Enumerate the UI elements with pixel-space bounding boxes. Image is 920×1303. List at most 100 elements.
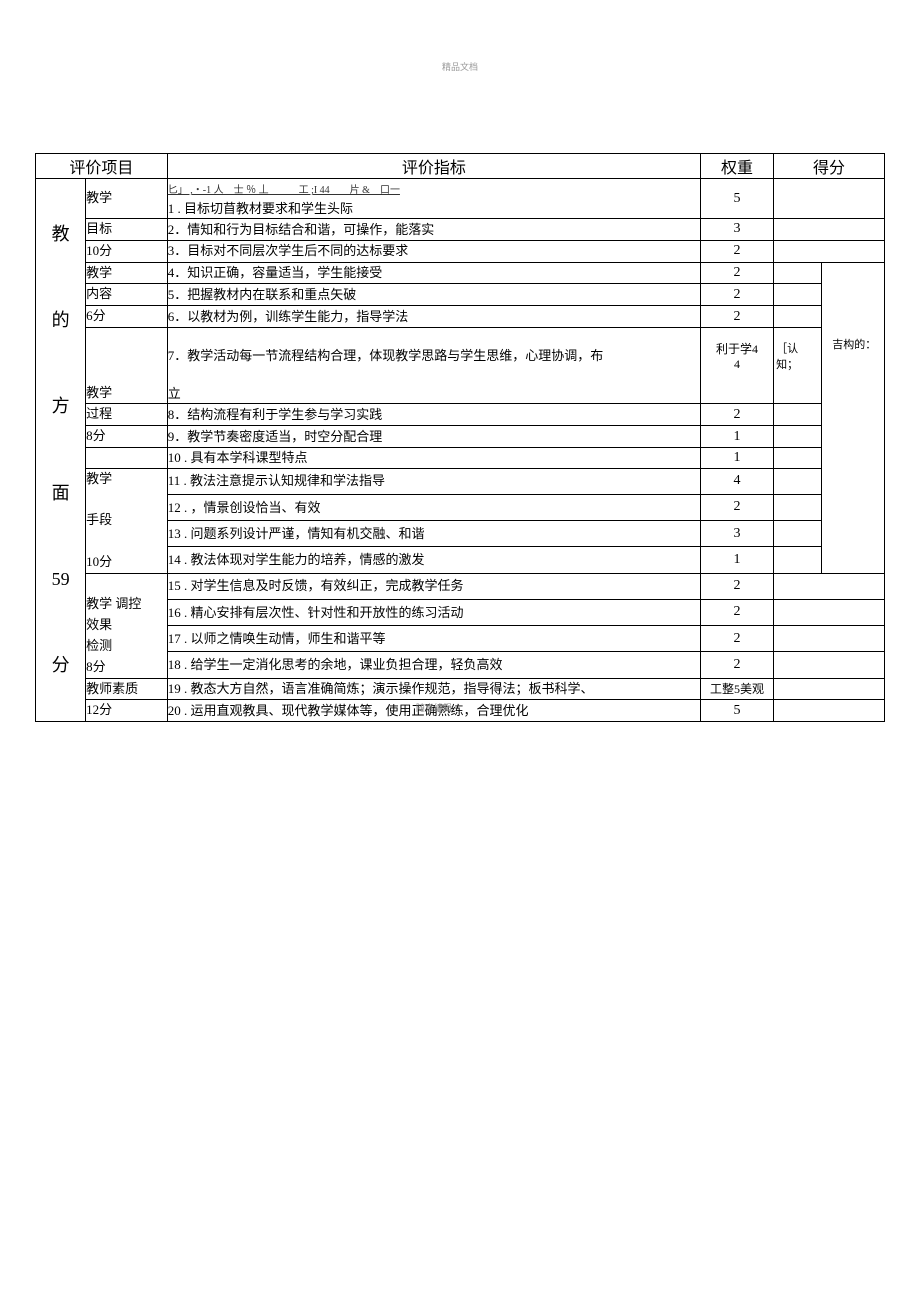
- indicator-cell: 10 . 具有本学科课型特点: [167, 448, 700, 469]
- subcat-line: 8分: [86, 657, 167, 678]
- score-note: ［认 知；: [776, 343, 798, 371]
- indicator-cell: 12 . ，情景创设恰当、有效: [167, 494, 700, 520]
- score-cell: [774, 284, 822, 306]
- weight-cell: 2: [700, 306, 773, 328]
- score-cell: [774, 384, 822, 404]
- score-cell: [774, 700, 885, 722]
- table-row: 10分 3．目标对不同层次学生后不同的达标要求 2: [36, 240, 885, 262]
- table-row: 教学 4．知识正确，容量适当，学生能接受 2: [36, 262, 885, 284]
- score-cell: [774, 426, 822, 448]
- table-row: 过程 8．结构流程有利于学生参与学习实践 2: [36, 404, 885, 426]
- footer-watermark: 随意编辑: [168, 702, 700, 716]
- subcat-cell: 目标: [86, 219, 168, 241]
- main-cat-l5: 59: [36, 558, 85, 601]
- score-cell: [774, 494, 822, 520]
- table-row: 10 . 具有本学科课型特点 1: [36, 448, 885, 469]
- indicator-cell: 15 . 对学生信息及时反馈，有效纠正，完成教学任务: [167, 573, 700, 599]
- indicator-cell: 11 . 教法注意提示认知规律和学法指导: [167, 468, 700, 494]
- subcat-cell: 8分: [86, 426, 168, 448]
- score-cell: [774, 599, 885, 625]
- weight-cell: 3: [700, 219, 773, 241]
- table-row: 12分 20 . 运用直观教具、现代教学媒体等，使用正确熟练，合理优化 随意编辑…: [36, 700, 885, 722]
- main-category-cell: 教 的 方 面 59 分: [36, 179, 86, 722]
- main-cat-l4: 面: [36, 472, 85, 515]
- weight-cell: 2: [700, 262, 773, 284]
- weight-cell: 5: [700, 179, 773, 219]
- score-cell: [774, 240, 885, 262]
- header-indicator: 评价指标: [167, 154, 700, 179]
- subcat-line: 手段: [86, 510, 167, 531]
- table-row: 6分 6．以教材为例，训练学生能力，指导学法 2: [36, 306, 885, 328]
- score-cell: [774, 404, 822, 426]
- weight-cell: 1: [700, 426, 773, 448]
- weight-cell: 1: [700, 448, 773, 469]
- indicator-cell: 18 . 给学生一定消化思考的余地，课业负担合理，轻负高效: [167, 652, 700, 678]
- table-row: 教 的 方 面 59 分 教学 匕」 ,・-1 人 士 ％ 丄 工 ;I 44 …: [36, 179, 885, 219]
- weight-cell: 2: [700, 573, 773, 599]
- table-row: 教学 手段 10分 11 . 教法注意提示认知规律和学法指导 4: [36, 468, 885, 494]
- header-weight: 权重: [700, 154, 773, 179]
- score-cell: [774, 179, 885, 219]
- score-cell: [774, 448, 822, 469]
- subcat-line: 10分: [86, 552, 167, 573]
- document-page: 精品文档 评价项目 评价指标 权重 得分 教 的 方 面 59 分: [0, 0, 920, 742]
- weight-cell: [700, 384, 773, 404]
- indicator-cell: 7．教学活动每一节流程结构合理，体现教学思路与学生思维，心理协调，布: [167, 327, 700, 384]
- indicator-cell: 4．知识正确，容量适当，学生能接受: [167, 262, 700, 284]
- indicator-cell: 2．情知和行为目标结合和谐，可操作，能落实: [167, 219, 700, 241]
- weight-cell: 利于学4 4: [700, 327, 773, 384]
- main-cat-l6: 分: [36, 644, 85, 687]
- subcat-line: 效果: [86, 615, 167, 636]
- score-cell: [774, 219, 885, 241]
- table-row: 教学 调控 效果 检测 8分 15 . 对学生信息及时反馈，有效纠正，完成教学任…: [36, 573, 885, 599]
- weight-cell: 2: [700, 626, 773, 652]
- table-header-row: 评价项目 评价指标 权重 得分: [36, 154, 885, 179]
- indicator-cell: 16 . 精心安排有层次性、针对性和开放性的练习活动: [167, 599, 700, 625]
- score-side-cell: [822, 262, 885, 573]
- subcat-cell: 内容: [86, 284, 168, 306]
- side-overflow-text: 吉构的：: [832, 336, 876, 352]
- score-cell: [774, 306, 822, 328]
- weight-cell: 2: [700, 652, 773, 678]
- indicator-cell: 14 . 教法体现对学生能力的培养，情感的激发: [167, 547, 700, 573]
- indicator-annot: 匕」 ,・-1 人 士 ％ 丄 工 ;I 44 片 & 口一: [168, 185, 400, 196]
- weight-cell: 2: [700, 599, 773, 625]
- subcat-line: 教学 调控: [86, 594, 167, 615]
- header-project: 评价项目: [36, 154, 168, 179]
- score-cell: [774, 678, 885, 700]
- subcat-cell: 12分: [86, 700, 168, 722]
- weight-cell: 3: [700, 521, 773, 547]
- subcat-line: 教学: [86, 469, 167, 490]
- score-cell: [774, 626, 885, 652]
- header-score: 得分: [774, 154, 885, 179]
- score-cell: [774, 521, 822, 547]
- weight-cell: 4: [700, 468, 773, 494]
- score-cell: [774, 547, 822, 573]
- table-row: 目标 2．情知和行为目标结合和谐，可操作，能落实 3: [36, 219, 885, 241]
- weight-cell: 2: [700, 284, 773, 306]
- score-cell: [774, 652, 885, 678]
- table-row: 内容 5．把握教材内在联系和重点矢破 2: [36, 284, 885, 306]
- indicator-cell: 13 . 问题系列设计严谨，情知有机交融、和谐: [167, 521, 700, 547]
- subcat-cell: 过程: [86, 404, 168, 426]
- subcat-cell: 教学: [86, 262, 168, 284]
- subcat-cell: 教学 调控 效果 检测 8分: [86, 573, 168, 678]
- subcat-cell: 10分: [86, 240, 168, 262]
- score-cell: [774, 468, 822, 494]
- score-cell: [774, 262, 822, 284]
- score-cell: [774, 573, 885, 599]
- table-row: 教师素质 19 . 教态大方自然，语言准确简炼；演示操作规范，指导得法；板书科学…: [36, 678, 885, 700]
- indicator-text: 1 . 目标切苜教材要求和学生头际: [168, 201, 353, 216]
- top-watermark: 精品文档: [35, 60, 885, 73]
- subcat-cell: 6分: [86, 306, 168, 328]
- subcat-cell: 教师素质: [86, 678, 168, 700]
- indicator-cell: 9．教学节奏密度适当，时空分配合理: [167, 426, 700, 448]
- indicator-cell: 8．结构流程有利于学生参与学习实践: [167, 404, 700, 426]
- indicator-cell: 20 . 运用直观教具、现代教学媒体等，使用正确熟练，合理优化 随意编辑: [167, 700, 700, 722]
- subcat-cell: 教学: [86, 327, 168, 404]
- subcat-cell: 教学 手段 10分: [86, 468, 168, 573]
- indicator-cell: 匕」 ,・-1 人 士 ％ 丄 工 ;I 44 片 & 口一 1 . 目标切苜教…: [167, 179, 700, 219]
- indicator-cell: 3．目标对不同层次学生后不同的达标要求: [167, 240, 700, 262]
- subcat-line: 检测: [86, 636, 167, 657]
- indicator-cell: 19 . 教态大方自然，语言准确简炼；演示操作规范，指导得法；板书科学、: [167, 678, 700, 700]
